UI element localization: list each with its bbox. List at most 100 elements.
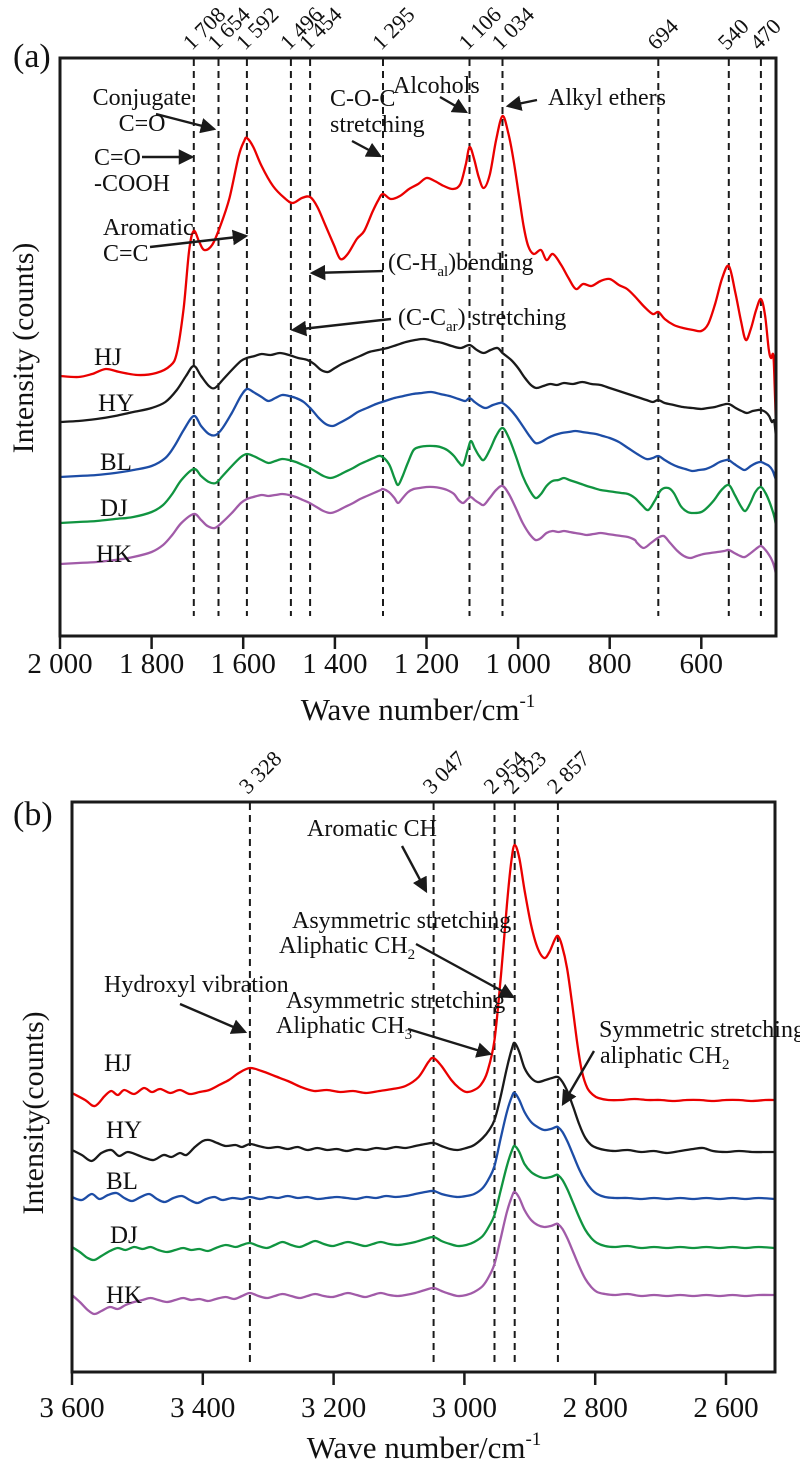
annotation-asym-ch3-subscript: 3 [405, 1027, 413, 1043]
spectrum-HK-a [60, 484, 776, 577]
x-tick-label-a-1800: 1 800 [119, 648, 184, 680]
annotation-conjugate-line1: Conjugate [92, 85, 192, 111]
x-axis-title-a-sup-text: -1 [519, 690, 536, 712]
annotation-asym-ch2-line2: Aliphatic CH2 [279, 933, 415, 968]
annotation-chal-subscript: al [437, 264, 448, 280]
annotation-asym-ch2-subscript: 2 [408, 947, 416, 963]
x-axis-title-b: Wave number/cm-1 [306, 1429, 542, 1466]
annotation-aromatic-ch: Aromatic CH [307, 816, 437, 842]
x-tick-label-a-800: 800 [588, 648, 632, 680]
annotation-arrow-8 [400, 845, 428, 894]
x-tick-label-a-1000: 1 000 [485, 648, 550, 680]
annotation-sym-ch2-subscript: 2 [722, 1057, 730, 1073]
annotation-cooh: C=O -COOH [94, 145, 170, 197]
annotation-arrow-2 [149, 229, 249, 249]
annotation-sym-ch2-pre: aliphatic CH [600, 1043, 722, 1069]
annotation-arrow-4 [439, 95, 469, 114]
annotation-aromatic-cc: Aromatic C=C [103, 215, 194, 267]
annotation-sym-ch2-line2: aliphatic CH2 [600, 1043, 729, 1078]
peak-label-470: 470 [745, 14, 786, 55]
x-tick-label-b-2800: 2 800 [563, 1392, 628, 1424]
annotation-hydroxyl: Hydroxyl vibration [104, 972, 289, 998]
series-label-hj-b: HJ [104, 1050, 132, 1077]
annotation-asym-ch3-line2: Aliphatic CH3 [276, 1013, 412, 1048]
series-label-bl-b: BL [106, 1168, 138, 1195]
annotation-asym-ch2-line1: Asymmetric stretching [292, 908, 512, 934]
spectrum-HJ-a [60, 114, 776, 431]
x-axis-title-a-text: Wave number/cm [300, 692, 520, 727]
annotation-aromatic-line2: C=C [103, 241, 149, 267]
x-axis-title-b-sup: -1 [525, 1429, 541, 1450]
x-axis-title-a-sup: -1 [519, 691, 535, 712]
annotation-arrow-7 [290, 317, 392, 337]
x-tick-label-b-3600: 3 600 [39, 1392, 104, 1424]
annotation-cooh-line1: C=O [94, 145, 141, 171]
x-tick-label-a-1400: 1 400 [302, 648, 367, 680]
peak-label-3328: 3 328 [234, 746, 287, 799]
annotation-asym-ch3-sub-text: 3 [404, 1026, 413, 1043]
annotation-coc-line1: C-O-C [330, 86, 396, 112]
x-tick-label-a-2000: 2 000 [27, 648, 92, 680]
annotation-arrow-12 [561, 1050, 596, 1107]
series-label-hj-a: HJ [94, 344, 122, 371]
plot-border-b [70, 800, 777, 1374]
plot-border-a [58, 56, 778, 638]
series-label-hy-a: HY [98, 390, 135, 417]
peak-label-1295: 1 295 [367, 2, 420, 55]
annotation-ccar-subscript: ar [446, 319, 458, 335]
spectrum-DJ-b [72, 1144, 775, 1262]
spectrum-BL-b [72, 1091, 775, 1205]
series-label-hk-a: HK [96, 541, 133, 568]
annotation-asym-ch2-pre: Aliphatic CH [279, 933, 408, 959]
annotation-alkyl-ethers: Alkyl ethers [548, 85, 666, 111]
annotation-alcohols: Alcohols [393, 73, 480, 99]
peak-label-2857: 2 857 [542, 746, 595, 799]
x-tick-label-b-3200: 3 200 [301, 1392, 366, 1424]
panel-a-label: (a) [13, 38, 51, 75]
annotation-arrow-11 [407, 1027, 493, 1058]
annotation-asym-ch3-pre: Aliphatic CH [276, 1013, 405, 1039]
annotation-asym-ch3-line1: Asymmetric stretching [286, 988, 506, 1014]
annotation-coc-line2: stretching [330, 112, 425, 138]
spectrum-BL-a [60, 387, 776, 482]
x-axis-title-b-sup-text: -1 [525, 1428, 542, 1450]
annotation-arrow-5 [505, 95, 538, 111]
series-label-hy-b: HY [106, 1117, 143, 1144]
x-tick-label-a-1600: 1 600 [211, 648, 276, 680]
peak-label-3047: 3 047 [417, 746, 470, 799]
spectrum-HY-b [72, 1041, 775, 1163]
annotation-ccar-pre: (C-C [398, 305, 446, 331]
annotation-arrow-6 [309, 264, 384, 281]
annotation-cooh-line2: -COOH [94, 171, 170, 197]
x-axis-title-b-text: Wave number/cm [306, 1430, 526, 1465]
series-label-dj-b: DJ [110, 1222, 138, 1249]
panel-b-label: (b) [13, 796, 53, 833]
spectrum-HJ-b [72, 843, 775, 1108]
annotation-sym-ch2-sub-text: 2 [721, 1056, 730, 1073]
peak-label-694: 694 [642, 14, 683, 55]
x-tick-label-b-2600: 2 600 [693, 1392, 758, 1424]
annotation-chal-bending: (C-Hal)bending [388, 250, 533, 285]
annotation-arrow-9 [179, 1002, 248, 1034]
spectrum-DJ-a [60, 426, 776, 528]
annotation-ccar-post: ) stretching [457, 305, 567, 331]
series-label-hk-b: HK [106, 1282, 143, 1309]
series-label-bl-a: BL [100, 449, 132, 476]
annotation-sym-ch2-line1: Symmetric stretching [599, 1017, 800, 1043]
annotation-arrow-0 [155, 112, 217, 134]
series-label-dj-a: DJ [100, 495, 128, 522]
annotation-ccar-sub-text: ar [446, 318, 458, 335]
y-axis-title-b: Intensity(counts) [17, 1011, 50, 1215]
x-tick-label-a-1200: 1 200 [394, 648, 459, 680]
x-tick-label-b-3000: 3 000 [432, 1392, 497, 1424]
annotation-coc-stretching: C-O-C stretching [330, 86, 425, 138]
annotation-conjugate-co: Conjugate C=O [82, 85, 202, 137]
annotation-asym-ch2-sub-text: 2 [407, 946, 416, 963]
annotation-conjugate-line2: C=O [118, 111, 166, 137]
x-tick-label-a-600: 600 [680, 648, 724, 680]
spectrum-HY-a [60, 337, 776, 440]
annotation-chal-sub-text: al [437, 263, 449, 280]
annotation-arrow-10 [415, 942, 516, 999]
